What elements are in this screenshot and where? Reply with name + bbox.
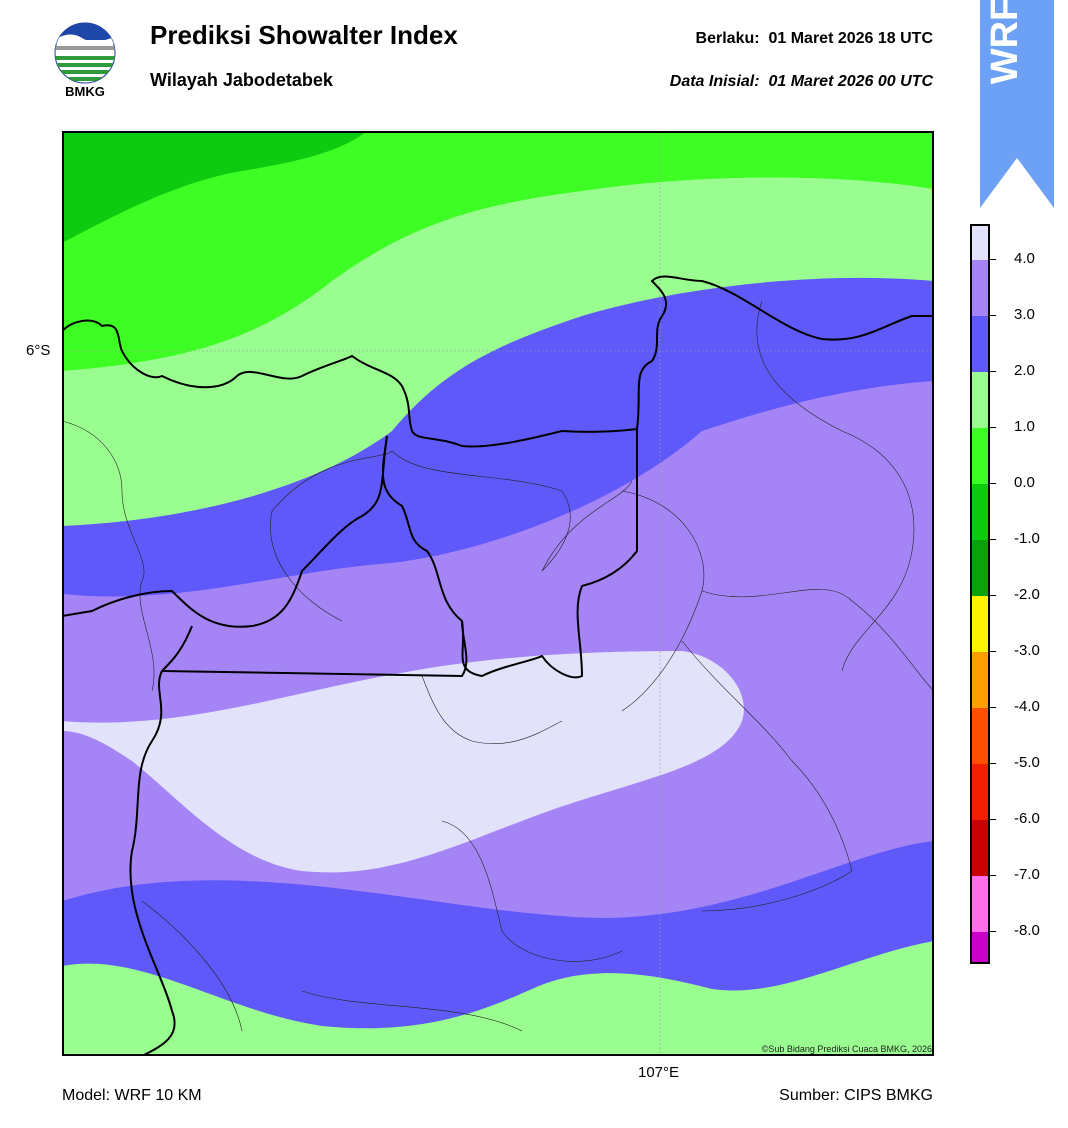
colorbar-segment xyxy=(970,820,990,876)
colorbar-tick xyxy=(990,259,996,260)
colorbar-tick xyxy=(990,315,996,316)
colorbar-tick xyxy=(990,595,996,596)
colorbar-tick xyxy=(990,931,996,932)
wrf-banner-text: WRF xyxy=(984,0,1026,84)
colorbar-tick xyxy=(990,875,996,876)
source-label: Sumber: CIPS BMKG xyxy=(779,1087,933,1104)
band-neg2-to-neg1 xyxy=(62,131,367,243)
band-neg1-to-0 xyxy=(62,131,934,371)
colorbar-segment xyxy=(970,932,990,964)
colorbar-tick-label: 3.0 xyxy=(1014,306,1035,323)
colorbar-tick xyxy=(990,539,996,540)
valid-label: Berlaku: xyxy=(695,30,760,47)
colorbar-tick-label: -2.0 xyxy=(1014,586,1040,603)
colorbar-tick-label: -6.0 xyxy=(1014,810,1040,827)
colorbar-segment xyxy=(970,708,990,764)
map-frame xyxy=(62,131,934,1056)
init-label: Data Inisial: xyxy=(669,73,760,90)
band-south-0-to-1 xyxy=(62,941,934,1056)
valid-time: Berlaku: 01 Maret 2026 18 UTC xyxy=(696,30,933,48)
valid-value: 01 Maret 2026 18 UTC xyxy=(768,30,933,47)
colorbar-segment xyxy=(970,372,990,428)
colorbar-tick-label: 0.0 xyxy=(1014,474,1035,491)
bmkg-logo xyxy=(54,22,116,84)
colorbar-tick xyxy=(990,371,996,372)
colorbar-tick-label: 4.0 xyxy=(1014,250,1035,267)
model-label: Model: WRF 10 KM xyxy=(62,1087,202,1104)
colorbar-segment xyxy=(970,484,990,540)
district-boundaries xyxy=(62,300,934,1032)
colorbar-tick-label: -7.0 xyxy=(1014,866,1040,883)
band-3-to-4 xyxy=(62,651,744,873)
colorbar-tick-label: 2.0 xyxy=(1014,362,1035,379)
showalter-map: ©Sub Bidang Prediksi Cuaca BMKG, 2026 xyxy=(62,131,934,1056)
colorbar-tick-label: -3.0 xyxy=(1014,642,1040,659)
colorbar-segment xyxy=(970,260,990,316)
colorbar-tick-label: -4.0 xyxy=(1014,698,1040,715)
colorbar-segment xyxy=(970,316,990,372)
colorbar-tick xyxy=(990,483,996,484)
region-subtitle: Wilayah Jabodetabek xyxy=(150,70,333,90)
init-time: Data Inisial: 01 Maret 2026 00 UTC xyxy=(670,73,933,91)
init-value: 01 Maret 2026 00 UTC xyxy=(768,73,933,90)
colorbar-tick xyxy=(990,763,996,764)
province-boundaries xyxy=(62,275,934,1056)
colorbar-segment xyxy=(970,596,990,652)
colorbar-segment xyxy=(970,428,990,484)
colorbar-segment xyxy=(970,224,990,260)
colorbar-tick xyxy=(990,651,996,652)
map-credit: ©Sub Bidang Prediksi Cuaca BMKG, 2026 xyxy=(762,1044,932,1054)
page-title: Prediksi Showalter Index xyxy=(150,20,458,50)
colorbar-tick-label: 1.0 xyxy=(1014,418,1035,435)
colorbar-tick xyxy=(990,707,996,708)
colorbar-segment xyxy=(970,652,990,708)
lon-label: 107°E xyxy=(638,1064,680,1081)
colorbar-tick-label: -8.0 xyxy=(1014,922,1040,939)
logo-text: BMKG xyxy=(65,84,105,99)
colorbar-segment xyxy=(970,540,990,596)
colorbar xyxy=(970,224,990,964)
colorbar-segment xyxy=(970,876,990,932)
colorbar-tick-label: -5.0 xyxy=(1014,754,1040,771)
colorbar-tick xyxy=(990,819,996,820)
wrf-banner: WRF xyxy=(980,0,1054,208)
colorbar-tick xyxy=(990,427,996,428)
lat-label: 6°S xyxy=(26,342,51,359)
colorbar-segment xyxy=(970,764,990,820)
colorbar-tick-label: -1.0 xyxy=(1014,530,1040,547)
